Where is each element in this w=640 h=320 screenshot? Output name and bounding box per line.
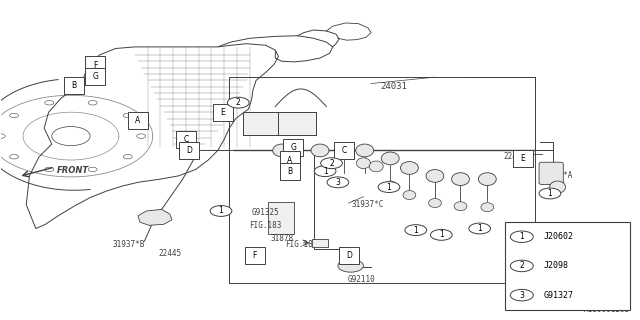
FancyBboxPatch shape xyxy=(539,162,563,185)
Ellipse shape xyxy=(401,162,419,174)
Ellipse shape xyxy=(481,203,493,212)
Circle shape xyxy=(227,97,249,108)
FancyBboxPatch shape xyxy=(212,104,233,121)
FancyBboxPatch shape xyxy=(280,163,300,180)
Ellipse shape xyxy=(403,191,416,199)
Text: B: B xyxy=(287,167,292,176)
Ellipse shape xyxy=(429,198,442,207)
Text: J20602: J20602 xyxy=(543,232,573,241)
Circle shape xyxy=(321,158,342,169)
FancyBboxPatch shape xyxy=(85,56,106,74)
Bar xyxy=(243,112,280,134)
Polygon shape xyxy=(138,209,172,225)
Text: FIG.183: FIG.183 xyxy=(250,221,282,230)
FancyBboxPatch shape xyxy=(179,142,199,159)
Circle shape xyxy=(510,260,533,272)
Circle shape xyxy=(314,166,336,177)
Text: 1: 1 xyxy=(520,232,524,241)
Text: J2098: J2098 xyxy=(543,261,568,270)
Circle shape xyxy=(468,223,490,234)
FancyBboxPatch shape xyxy=(339,247,359,264)
Text: G92110: G92110 xyxy=(348,275,376,284)
Text: 24031: 24031 xyxy=(380,82,407,91)
Text: 1: 1 xyxy=(439,230,444,239)
FancyBboxPatch shape xyxy=(283,139,303,156)
Text: C: C xyxy=(183,135,189,144)
Text: E: E xyxy=(221,108,225,117)
Ellipse shape xyxy=(381,152,399,165)
Ellipse shape xyxy=(550,181,566,193)
Bar xyxy=(312,239,328,247)
Circle shape xyxy=(510,289,533,301)
Text: A180001203: A180001203 xyxy=(584,305,630,314)
Bar xyxy=(505,222,630,310)
Text: 31937*A: 31937*A xyxy=(540,172,572,180)
Ellipse shape xyxy=(369,161,383,172)
Text: 2: 2 xyxy=(236,98,241,107)
Text: 2: 2 xyxy=(520,261,524,270)
Ellipse shape xyxy=(356,158,371,169)
Text: G: G xyxy=(92,72,98,81)
Text: 1: 1 xyxy=(323,167,328,176)
Bar xyxy=(278,112,316,134)
Circle shape xyxy=(338,260,364,272)
Circle shape xyxy=(378,182,400,193)
Text: FRONT: FRONT xyxy=(57,166,89,175)
Text: G91327: G91327 xyxy=(543,291,573,300)
Text: F: F xyxy=(253,251,257,260)
Text: FIG.182: FIG.182 xyxy=(285,240,317,249)
Text: C: C xyxy=(342,146,347,155)
Text: 22445: 22445 xyxy=(504,152,527,161)
Ellipse shape xyxy=(478,173,496,186)
Ellipse shape xyxy=(335,144,353,157)
FancyBboxPatch shape xyxy=(244,247,265,264)
Circle shape xyxy=(210,205,232,216)
Text: 31937*B: 31937*B xyxy=(112,240,145,249)
Text: 31878: 31878 xyxy=(270,234,293,243)
Text: D: D xyxy=(346,251,351,260)
Text: 3: 3 xyxy=(520,291,524,300)
Circle shape xyxy=(405,225,427,236)
FancyBboxPatch shape xyxy=(64,76,84,94)
Text: B: B xyxy=(72,81,77,90)
Ellipse shape xyxy=(426,170,444,182)
Bar xyxy=(268,202,294,234)
Text: A: A xyxy=(287,156,292,164)
Circle shape xyxy=(431,229,452,240)
Bar xyxy=(229,77,534,283)
Ellipse shape xyxy=(356,144,374,157)
Text: 3: 3 xyxy=(335,178,340,187)
Text: 2: 2 xyxy=(329,159,334,168)
Text: A: A xyxy=(136,116,141,125)
FancyBboxPatch shape xyxy=(280,151,300,169)
FancyBboxPatch shape xyxy=(175,131,196,148)
Text: 1: 1 xyxy=(413,226,418,235)
FancyBboxPatch shape xyxy=(128,112,148,129)
Text: 1: 1 xyxy=(387,183,391,192)
Text: 1: 1 xyxy=(477,224,482,233)
Ellipse shape xyxy=(454,202,467,211)
Text: E: E xyxy=(521,154,525,163)
FancyBboxPatch shape xyxy=(513,150,533,167)
Circle shape xyxy=(510,231,533,243)
Text: F: F xyxy=(93,60,97,69)
Ellipse shape xyxy=(384,181,397,190)
Ellipse shape xyxy=(273,144,291,157)
Ellipse shape xyxy=(452,173,469,186)
Circle shape xyxy=(539,188,561,199)
Text: D: D xyxy=(186,146,192,155)
FancyBboxPatch shape xyxy=(85,68,106,85)
Ellipse shape xyxy=(311,144,329,157)
Text: 1: 1 xyxy=(219,206,223,215)
Text: 1: 1 xyxy=(548,189,552,198)
Text: G: G xyxy=(291,143,296,152)
Text: 31937*C: 31937*C xyxy=(352,200,384,209)
Text: 22445: 22445 xyxy=(158,250,182,259)
Circle shape xyxy=(327,177,349,188)
FancyBboxPatch shape xyxy=(334,142,355,159)
Text: G91325: G91325 xyxy=(252,208,280,217)
